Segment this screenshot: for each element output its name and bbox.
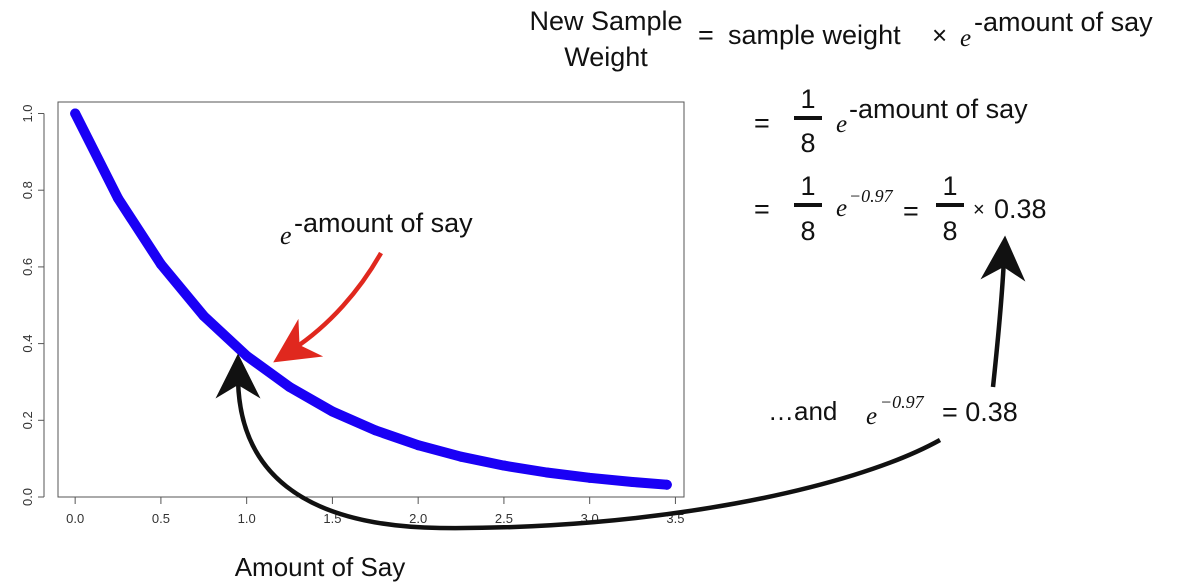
curve-annotation-exponent: -amount of say bbox=[294, 208, 473, 238]
curve-point bbox=[627, 477, 638, 488]
note-base-e: e bbox=[866, 403, 877, 430]
curve-annotation: e -amount of say bbox=[280, 208, 473, 250]
equation-step-1: = 1 8 e -amount of say bbox=[754, 84, 1028, 158]
curve-point bbox=[155, 259, 166, 270]
step2-denominator-2: 8 bbox=[942, 216, 957, 246]
black-arrow-up bbox=[980, 235, 1026, 388]
equation-sample-weight: sample weight bbox=[728, 20, 901, 50]
x-tick-label: 1.0 bbox=[238, 511, 256, 526]
x-tick-label: 2.5 bbox=[495, 511, 513, 526]
equation-step-2: = 1 8 e −0.97 = 1 8 × 0.38 bbox=[754, 171, 1047, 246]
decay-curve-points bbox=[70, 108, 672, 490]
curve-point bbox=[541, 467, 552, 478]
equation-times: × bbox=[932, 20, 947, 50]
equation-lhs-line2: Weight bbox=[564, 42, 648, 72]
decay-chart: 0.0 0.5 1.0 1.5 2.0 2.5 3.0 3.5 0.00.20.40.60.8… bbox=[20, 101, 685, 582]
equation-base-e: e bbox=[960, 25, 971, 52]
step2-equals: = bbox=[754, 194, 770, 224]
step2-times: × bbox=[973, 199, 985, 221]
note-prefix: …and bbox=[768, 396, 837, 426]
red-pointer-arrow bbox=[273, 251, 383, 363]
curve-point bbox=[370, 425, 381, 436]
curve-point bbox=[327, 406, 338, 417]
step2-exponent: −0.97 bbox=[849, 186, 894, 206]
x-tick-label: 0.0 bbox=[66, 511, 84, 526]
note-exponent: −0.97 bbox=[880, 392, 925, 412]
step2-base-e: e bbox=[836, 195, 847, 222]
curve-point bbox=[198, 310, 209, 321]
step1-denominator: 8 bbox=[800, 128, 815, 158]
curve-point bbox=[661, 479, 672, 490]
step2-numerator: 1 bbox=[800, 171, 815, 201]
y-tick-label: 0.8 bbox=[20, 181, 35, 199]
step1-equals: = bbox=[754, 108, 770, 138]
y-tick-label: 0.0 bbox=[20, 488, 35, 506]
step2-numerator-2: 1 bbox=[942, 171, 957, 201]
curve-point bbox=[456, 451, 467, 462]
curve-point bbox=[413, 440, 424, 451]
y-tick-label: 1.0 bbox=[20, 104, 35, 122]
step2-denominator: 8 bbox=[800, 216, 815, 246]
y-tick-label: 0.2 bbox=[20, 411, 35, 429]
curve-point bbox=[284, 381, 295, 392]
step2-value: 0.38 bbox=[994, 194, 1047, 224]
step1-exponent: -amount of say bbox=[849, 94, 1028, 124]
x-axis-label: Amount of Say bbox=[235, 552, 406, 582]
curve-point bbox=[498, 460, 509, 471]
equation-lhs-line1: New Sample bbox=[529, 6, 682, 36]
x-tick-label: 0.5 bbox=[152, 511, 170, 526]
step1-base-e: e bbox=[836, 111, 847, 138]
x-tick-label: 2.0 bbox=[409, 511, 427, 526]
plot-frame bbox=[57, 101, 685, 498]
y-tick-label: 0.4 bbox=[20, 335, 35, 353]
black-curved-arrow bbox=[215, 353, 942, 531]
equation-equals: = bbox=[698, 20, 714, 50]
y-axis: 0.0 0.2 0.4 0.6 0.8 1.0 bbox=[20, 104, 45, 506]
curve-point bbox=[70, 108, 81, 119]
step1-numerator: 1 bbox=[800, 84, 815, 114]
step2-equals-2: = bbox=[903, 196, 919, 226]
curve-point bbox=[584, 472, 595, 483]
x-axis: 0.0 0.5 1.0 1.5 2.0 2.5 3.0 3.5 bbox=[66, 496, 684, 526]
equation-exponent: -amount of say bbox=[974, 7, 1153, 37]
curve-annotation-base: e bbox=[280, 221, 292, 250]
y-tick-label: 0.6 bbox=[20, 258, 35, 276]
weight-equation: New Sample Weight = sample weight × e -a… bbox=[529, 6, 1153, 72]
note-text: …and e −0.97 = 0.38 bbox=[768, 392, 1018, 430]
curve-point bbox=[241, 350, 252, 361]
curve-point bbox=[113, 193, 124, 204]
note-result: = 0.38 bbox=[942, 397, 1018, 427]
